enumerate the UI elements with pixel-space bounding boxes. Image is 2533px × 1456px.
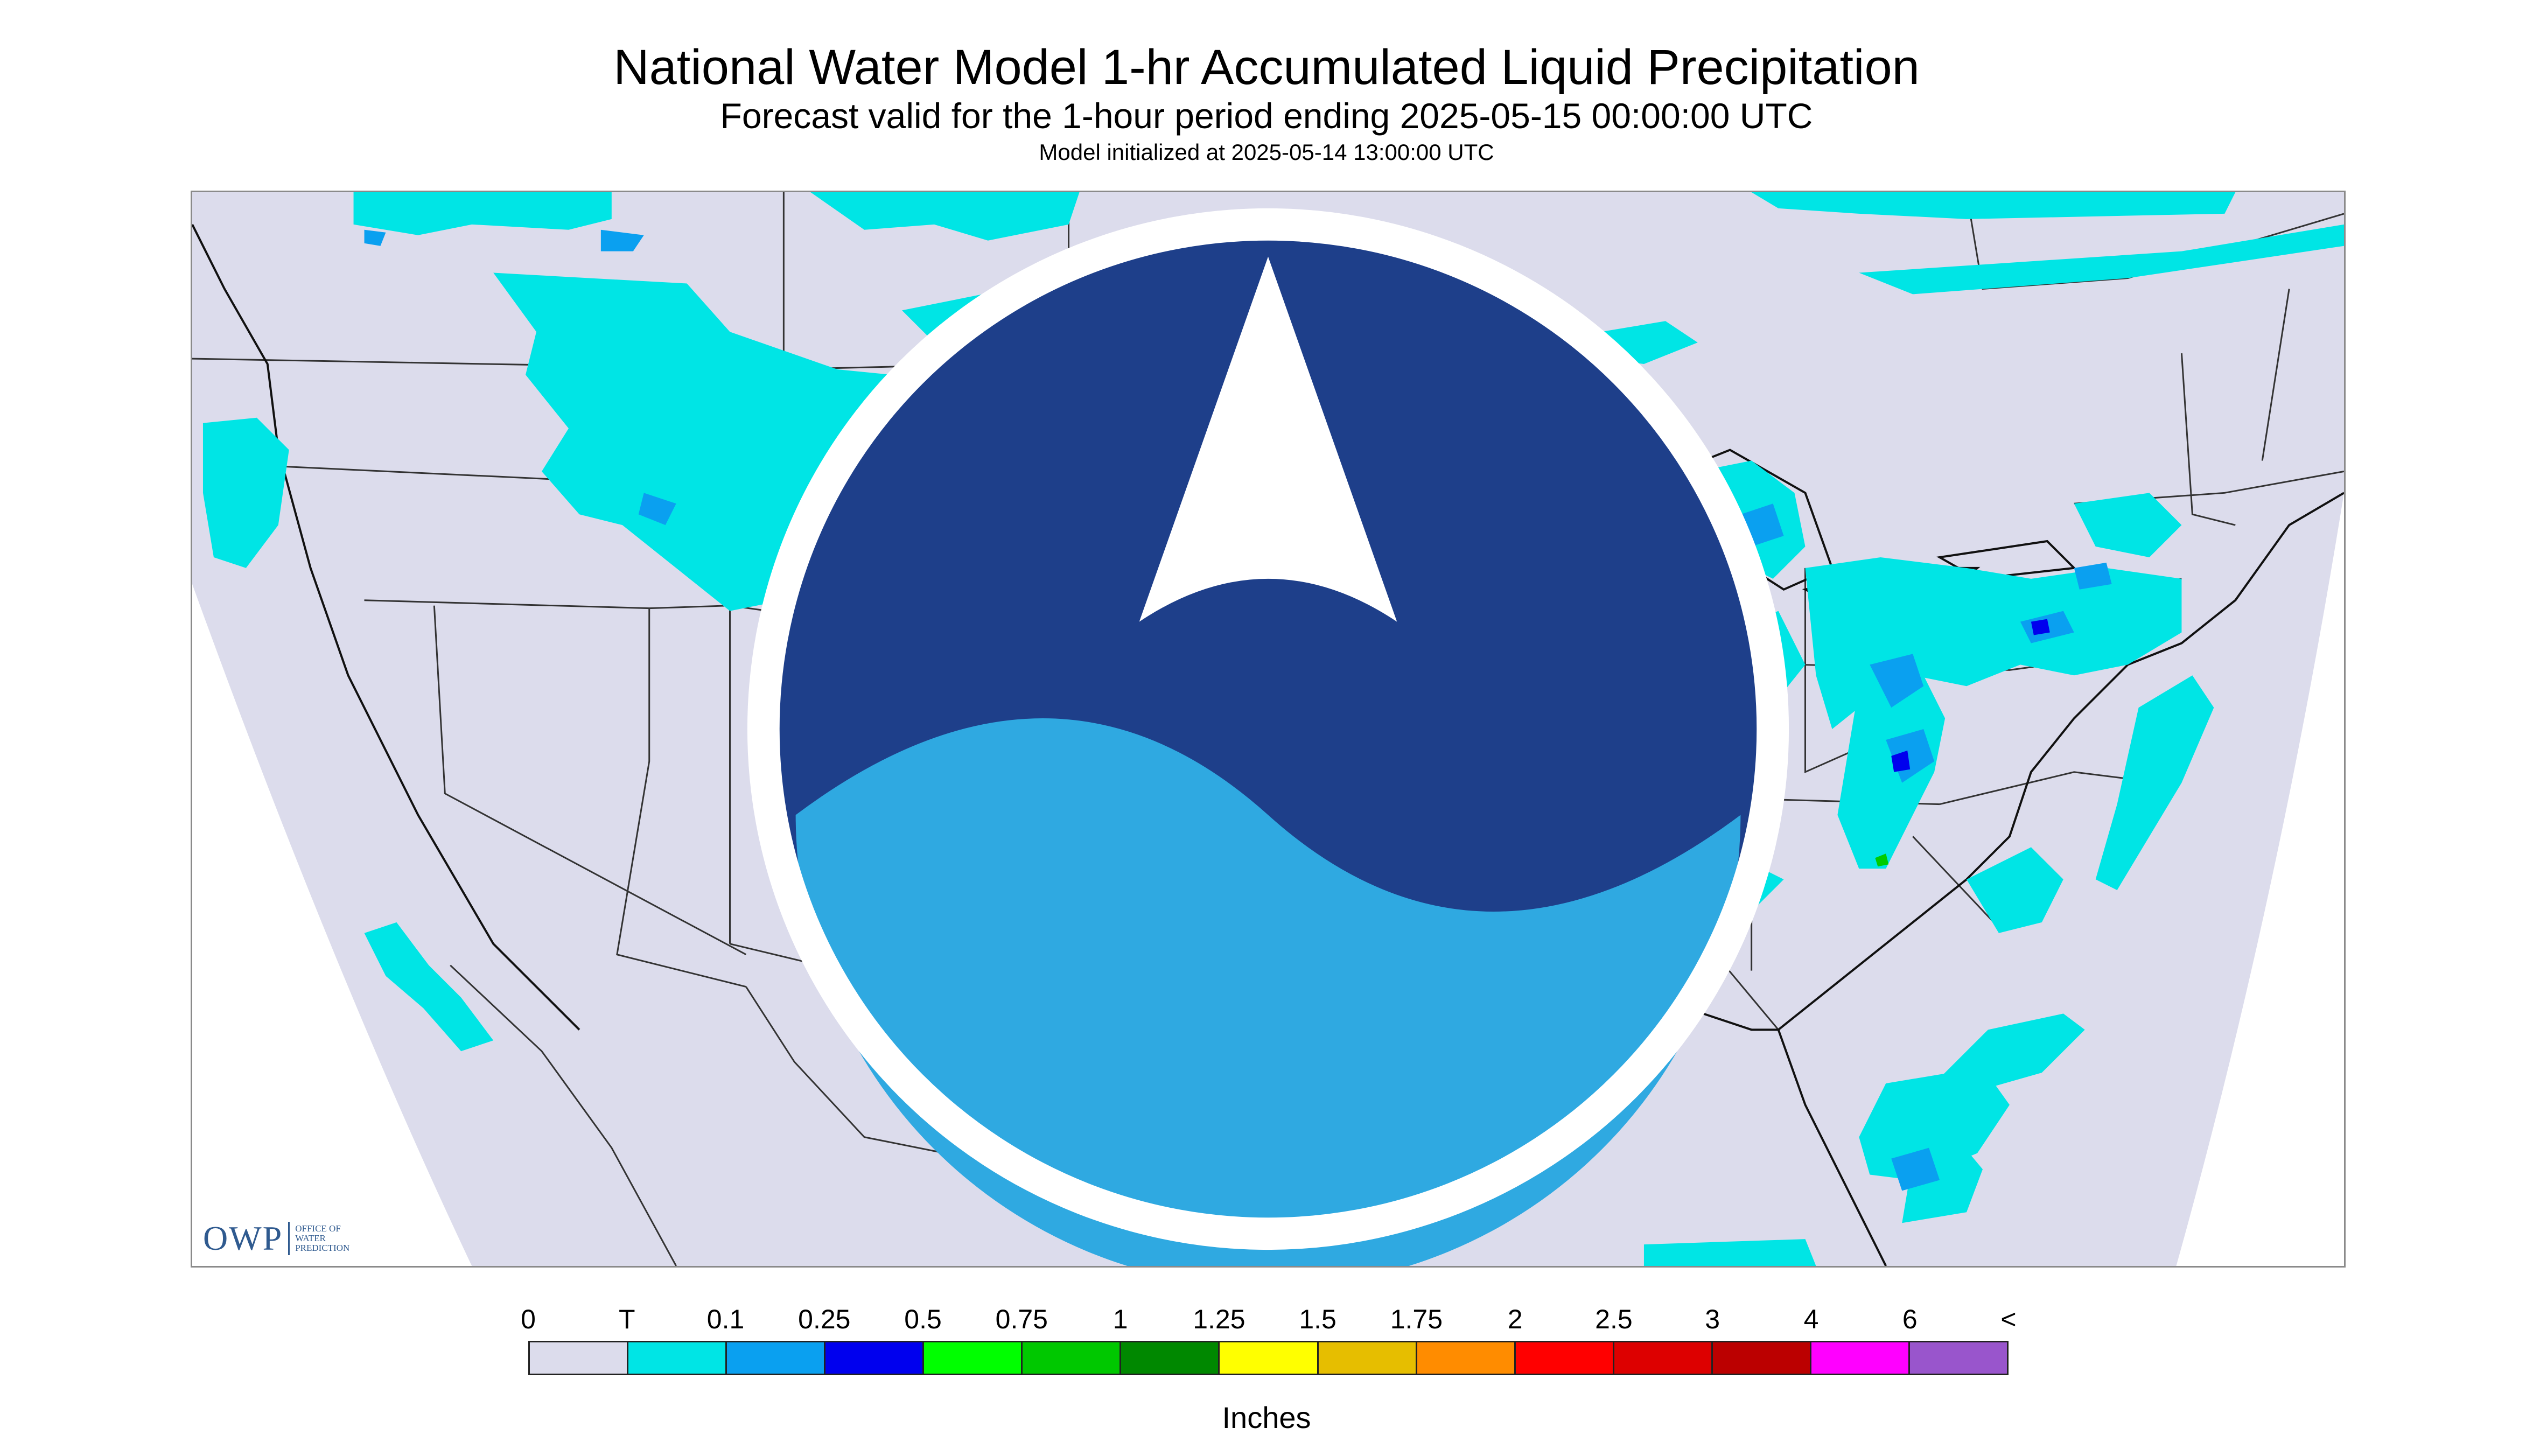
- owp-text-line-3: PREDICTION: [295, 1243, 350, 1253]
- legend-label: 2: [1507, 1304, 1523, 1334]
- legend-label: 4: [1803, 1304, 1819, 1334]
- legend-swatch: [1811, 1342, 1910, 1374]
- model-init-text: Model initialized at 2025-05-14 13:00:00…: [1039, 139, 1494, 165]
- legend-label: 0.25: [798, 1304, 851, 1334]
- map-title: National Water Model 1-hr Accumulated Li…: [613, 40, 1920, 95]
- legend-label: 0.5: [904, 1304, 942, 1334]
- legend-swatch: [1614, 1342, 1713, 1374]
- legend-label: 3: [1705, 1304, 1720, 1334]
- legend-swatch: [1121, 1342, 1220, 1374]
- legend-swatch: [1023, 1342, 1122, 1374]
- legend-swatch: [1417, 1342, 1516, 1374]
- legend-swatch: [825, 1342, 925, 1374]
- legend-swatch: [1712, 1342, 1811, 1374]
- legend-label: 0: [521, 1304, 536, 1334]
- legend-swatch: [1220, 1342, 1319, 1374]
- legend-label: 6: [1902, 1304, 1918, 1334]
- legend-label: 2.5: [1595, 1304, 1633, 1334]
- legend-swatch: [628, 1342, 727, 1374]
- legend-label: 1.5: [1299, 1304, 1337, 1334]
- legend-color-bar: [528, 1341, 2009, 1375]
- legend-swatch: [1515, 1342, 1614, 1374]
- legend-swatch: [1318, 1342, 1417, 1374]
- precip-legend: 0 T 0.1 0.25 0.5 0.75 1 1.25 1.5 1.75 2 …: [521, 1303, 2017, 1375]
- legend-swatch: [530, 1342, 629, 1374]
- legend-label: 0.75: [995, 1304, 1048, 1334]
- owp-text-line-2: WATER: [295, 1233, 326, 1243]
- legend-label: 0.1: [706, 1304, 745, 1334]
- owp-text-line-1: OFFICE OF: [295, 1223, 341, 1234]
- precipitation-map[interactable]: OWP OFFICE OF WATER PREDICTION: [191, 191, 2346, 1268]
- legend-label: 1: [1112, 1304, 1128, 1334]
- legend-units: Inches: [1222, 1401, 1311, 1434]
- legend-labels: 0 T 0.1 0.25 0.5 0.75 1 1.25 1.5 1.75 2 …: [521, 1303, 2017, 1341]
- legend-swatch: [1909, 1342, 2007, 1374]
- owp-logo-text: OFFICE OF WATER PREDICTION: [295, 1224, 376, 1253]
- legend-swatch: [727, 1342, 826, 1374]
- map-subtitle: Forecast valid for the 1-hour period end…: [720, 96, 1813, 136]
- owp-logo-divider: [288, 1222, 290, 1255]
- legend-label: 1.75: [1390, 1304, 1443, 1334]
- noaa-logo-icon: [747, 208, 1789, 1266]
- legend-label: T: [618, 1304, 635, 1334]
- legend-label: 1.25: [1193, 1304, 1245, 1334]
- owp-logo: OWP OFFICE OF WATER PREDICTION: [203, 1219, 376, 1258]
- legend-label: <: [2000, 1304, 2017, 1334]
- legend-swatch: [924, 1342, 1023, 1374]
- owp-logo-mark: OWP: [203, 1219, 283, 1257]
